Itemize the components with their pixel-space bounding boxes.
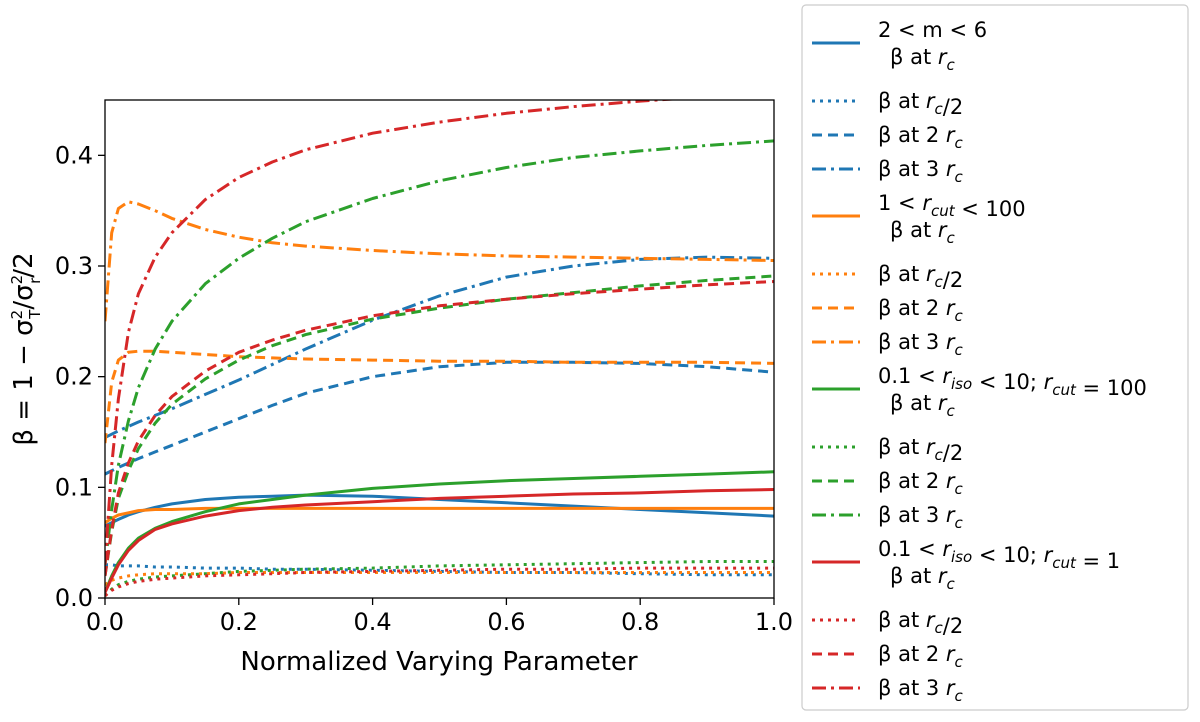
x-tick-label: 0.8 (621, 608, 659, 636)
legend-label: β at rc/2 (878, 435, 963, 465)
series-line-g2-s2 (105, 274, 774, 577)
legend-label: 0.1 < riso < 10; rcut = 100 (878, 364, 1147, 400)
series-line-g1-s3 (105, 200, 774, 322)
y-label-mid: /σ (9, 284, 39, 309)
y-label-lead: β = 1 − σ (9, 319, 39, 445)
series-line-g2-s1 (105, 560, 774, 597)
y-label-sup-r: 2 (8, 275, 26, 285)
series-line-g2-s3 (105, 139, 774, 565)
y-tick-label: 0.1 (55, 473, 93, 501)
legend-label: 0.1 < riso < 10; rcut = 1 (878, 537, 1120, 573)
series-line-g1-s2 (105, 349, 774, 444)
series-line-g3-s2 (105, 280, 774, 577)
series-line-g3-s1 (105, 566, 774, 597)
x-tick-label: 0.2 (220, 608, 258, 636)
y-tick-label: 0.4 (55, 141, 93, 169)
series-line-g3-s0 (105, 488, 774, 594)
legend-label: β at 2 rc (878, 123, 964, 152)
legend-sublabel: β at rc (890, 564, 956, 593)
legend: 2 < m < 6 β at rc β at rc/2 β at 2 rc β at 3… (801, 4, 1189, 711)
legend-label: β at 3 rc (878, 676, 964, 705)
y-axis-label: β = 1 − σ2T/σ2r/2 (8, 252, 44, 445)
legend-items: 2 < m < 6 β at rc β at rc/2 β at 2 rc β at 3… (812, 18, 1147, 705)
plot-frame (104, 99, 775, 599)
x-tick-label: 0.0 (86, 608, 124, 636)
legend-sublabel: β at rc (890, 45, 956, 74)
legend-label: β at 3 rc (878, 157, 964, 186)
x-tick-label: 1.0 (755, 608, 793, 636)
series-line-g0-s0 (105, 493, 774, 528)
legend-label: 1 < rcut < 100 (878, 191, 1026, 221)
x-tick-label: 0.4 (354, 608, 392, 636)
y-label-sub-t: T (26, 309, 44, 320)
ticks-layer: 0.0 0.2 0.4 0.6 0.8 1.0 0.0 0.1 0.2 0.3 0.4 (55, 141, 793, 636)
legend-sublabel: β at rc (890, 218, 956, 247)
legend-label: β at 2 rc (878, 296, 964, 325)
y-tick-label: 0.0 (55, 584, 93, 612)
legend-label: β at 2 rc (878, 642, 964, 671)
y-label-sup-t: 2 (8, 310, 26, 320)
legend-frame (801, 4, 1189, 711)
series-line-g3-s3 (105, 100, 680, 565)
legend-label: β at 3 rc (878, 503, 964, 532)
legend-label: β at rc/2 (878, 89, 963, 119)
x-axis-label: Normalized Varying Parameter (240, 647, 638, 677)
legend-label: β at rc/2 (878, 608, 963, 638)
y-label-tail: /2 (9, 252, 39, 277)
legend-label: β at 3 rc (878, 330, 964, 359)
y-tick-label: 0.3 (55, 252, 93, 280)
series-line-g0-s3 (105, 255, 774, 439)
series-layer (105, 100, 774, 597)
y-label-sub-r: r (26, 277, 44, 284)
series-line-g1-s1 (105, 571, 774, 586)
x-tick-label: 0.6 (487, 608, 525, 636)
legend-label: β at 2 rc (878, 469, 964, 498)
legend-label: 2 < m < 6 (878, 18, 987, 42)
legend-sublabel: β at rc (890, 391, 956, 420)
y-tick-label: 0.2 (55, 363, 93, 391)
legend-label: β at rc/2 (878, 262, 963, 292)
